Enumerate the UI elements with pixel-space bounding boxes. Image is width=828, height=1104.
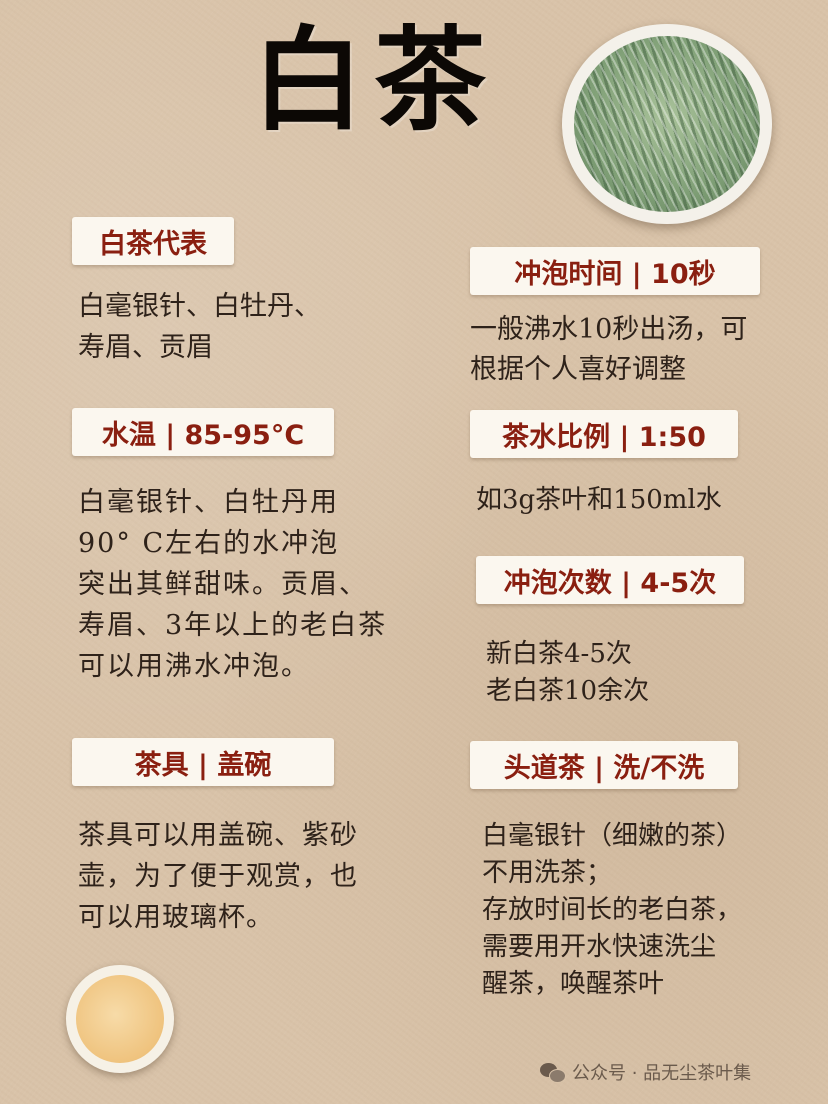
label-water-temp: 水温 | 85-95°C <box>72 408 334 456</box>
tea-leaves-image <box>562 24 772 224</box>
label-teaware: 茶具 | 盖碗 <box>72 738 334 786</box>
text-first-brew: 白毫银针（细嫩的茶） 不用洗茶； 存放时间长的老白茶， 需要用开水快速洗尘 醒茶… <box>482 821 743 999</box>
label-representatives: 白茶代表 <box>72 217 234 265</box>
text-infusions: 新白茶4-5次 老白茶10余次 <box>486 639 650 706</box>
label-infusions: 冲泡次数 | 4-5次 <box>476 556 744 604</box>
label-first-brew: 头道茶 | 洗/不洗 <box>470 741 738 789</box>
footer-text: 公众号 · 品无尘茶叶集 <box>572 1063 752 1084</box>
page-title: 白茶 <box>252 16 496 146</box>
text-representatives: 白毫银针、白牡丹、 寿眉、贡眉 <box>78 291 321 363</box>
text-ratio: 如3g茶叶和150ml水 <box>476 485 722 515</box>
dry-tea-leaves <box>574 36 760 212</box>
label-brew-time: 冲泡时间 | 10秒 <box>470 247 760 295</box>
footer: 公众号 · 品无尘茶叶集 <box>540 1058 751 1086</box>
wechat-icon <box>540 1061 566 1083</box>
text-teaware: 茶具可以用盖碗、紫砂 壶，为了便于观赏，也 可以用玻璃杯。 <box>78 820 358 933</box>
label-ratio: 茶水比例 | 1:50 <box>470 410 738 458</box>
text-water-temp: 白毫银针、白牡丹用 90° C左右的水冲泡 突出其鲜甜味。贡眉、 寿眉、3年以上… <box>78 487 388 682</box>
tea-cup-image <box>66 965 174 1073</box>
tea-liquid <box>76 975 164 1063</box>
text-brew-time: 一般沸水10秒出汤，可 根据个人喜好调整 <box>470 314 748 385</box>
